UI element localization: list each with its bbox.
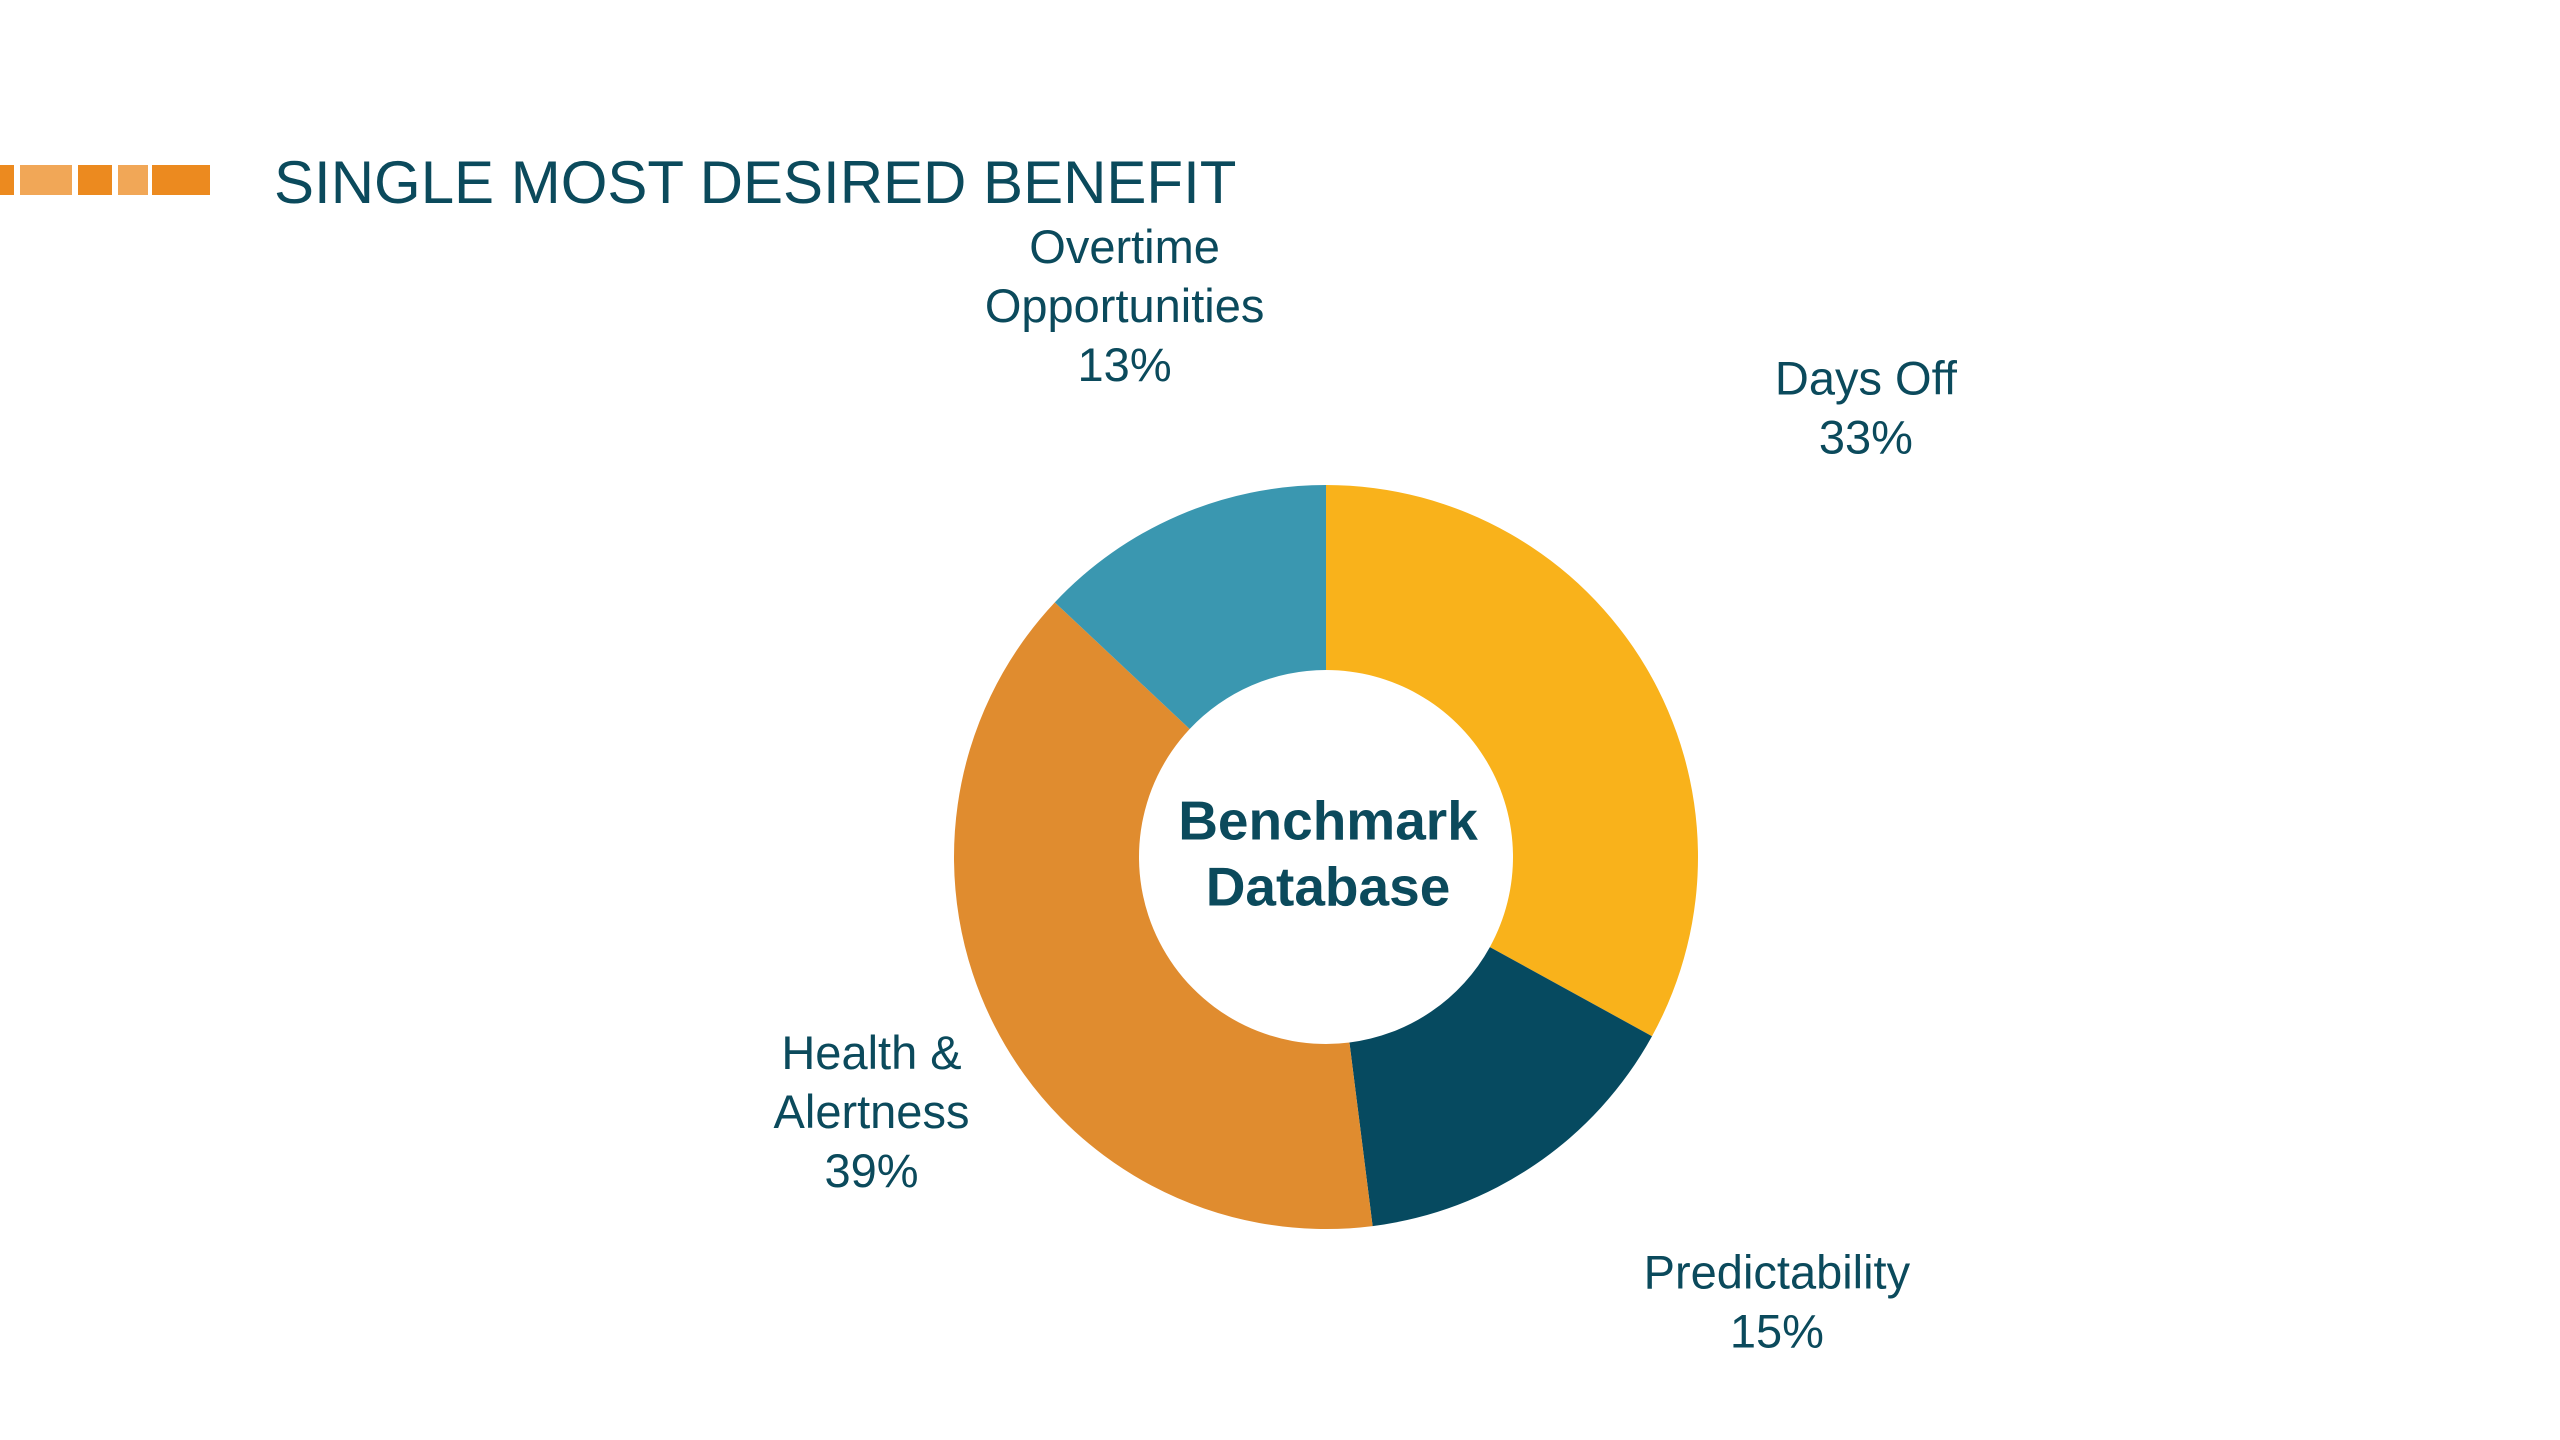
donut-slice (1349, 947, 1652, 1227)
slice-value-label: 13% (1078, 338, 1172, 391)
slice-category-label: Health & (781, 1026, 961, 1079)
center-label: Benchmark (1178, 790, 1478, 852)
center-label: Database (1206, 856, 1451, 918)
accent-bar-decoration (0, 165, 210, 195)
slice-value-label: 33% (1819, 411, 1913, 464)
slice-category-label: Predictability (1644, 1246, 1911, 1299)
slice-category-label: Opportunities (985, 279, 1265, 332)
slice-category-label: Alertness (774, 1085, 970, 1138)
accent-bar-block (0, 165, 14, 195)
accent-bar-block (118, 165, 148, 195)
slice-category-label: Days Off (1775, 352, 1958, 405)
accent-bar-block (78, 165, 112, 195)
slide-title: SINGLE MOST DESIRED BENEFIT (274, 149, 1237, 216)
donut-slice (1054, 485, 1326, 729)
slice-category-label: Overtime (1029, 220, 1220, 273)
donut-slice (954, 602, 1373, 1229)
donut-slice (1326, 485, 1698, 1037)
slice-value-label: 15% (1730, 1305, 1824, 1358)
accent-bar-block (20, 165, 72, 195)
slice-value-label: 39% (824, 1144, 918, 1197)
accent-bar-block (152, 165, 210, 195)
